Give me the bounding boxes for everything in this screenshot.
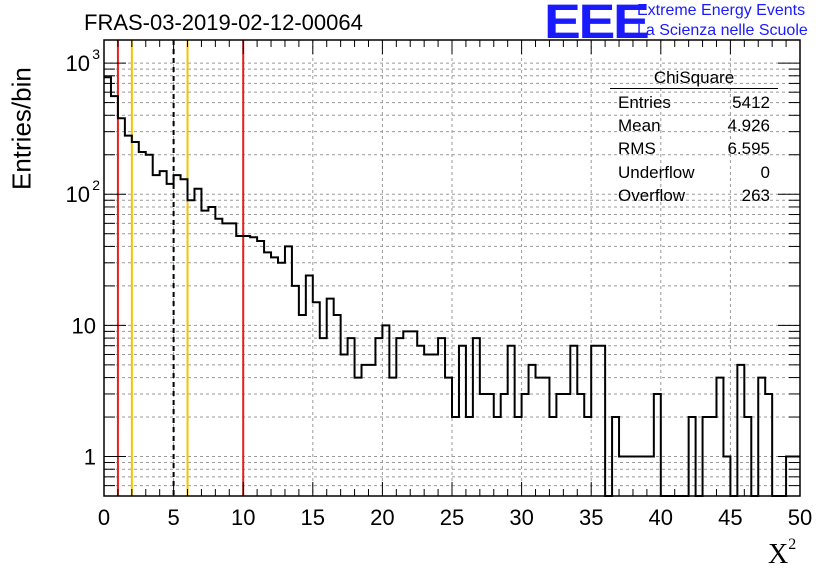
x-tick-label: 25 bbox=[440, 505, 464, 530]
stats-value: 5412 bbox=[732, 93, 770, 112]
marker-lines bbox=[116, 40, 245, 496]
stats-label: Underflow bbox=[618, 162, 695, 182]
stats-label: RMS bbox=[618, 139, 656, 159]
x-tick-label: 20 bbox=[370, 505, 394, 530]
stats-label: Mean bbox=[618, 116, 661, 136]
x-axis-label-base: X bbox=[768, 539, 789, 570]
y-tick-label: 1 bbox=[84, 445, 96, 470]
stats-value: 4.926 bbox=[727, 116, 770, 136]
x-axis-label-exponent: 2 bbox=[788, 536, 797, 553]
x-tick-label: 15 bbox=[301, 505, 325, 530]
logo-line-2: La Scienza nelle Scuole bbox=[637, 22, 808, 39]
x-tick-label: 35 bbox=[579, 505, 603, 530]
y-axis-label: Entries/bin bbox=[6, 67, 37, 190]
y-tick-label: 10 bbox=[66, 182, 90, 207]
x-tick-label: 0 bbox=[98, 505, 110, 530]
stats-value: 263 bbox=[741, 185, 770, 205]
stats-row-entries: Entries 5412 bbox=[610, 91, 778, 114]
x-tick-label: 50 bbox=[788, 505, 812, 530]
y-tick-exponent: 2 bbox=[92, 177, 100, 193]
stats-value: 0 bbox=[760, 162, 770, 182]
eee-logo: EEE bbox=[544, 0, 650, 49]
stats-box: ChiSquare Entries 5412 Mean 4.926 RMS 6.… bbox=[610, 66, 778, 207]
stats-label: Overflow bbox=[618, 185, 686, 205]
stats-row-overflow: Overflow 263 bbox=[610, 184, 778, 207]
stats-value: 6.595 bbox=[727, 139, 770, 159]
x-tick-label: 30 bbox=[509, 505, 533, 530]
stats-box-divider bbox=[610, 88, 778, 89]
tick-marks bbox=[103, 40, 801, 497]
x-axis-label: X2 bbox=[768, 536, 796, 571]
x-tick-label: 45 bbox=[718, 505, 742, 530]
y-tick-label: 10 bbox=[66, 51, 90, 76]
stats-label: Entries bbox=[618, 93, 671, 112]
logo-line-1: Extreme Energy Events bbox=[637, 2, 806, 19]
x-tick-label: 5 bbox=[167, 505, 179, 530]
plot-title: FRAS-03-2019-02-12-00064 bbox=[84, 10, 363, 35]
stats-row-underflow: Underflow 0 bbox=[610, 161, 778, 184]
x-tick-label: 40 bbox=[649, 505, 673, 530]
y-tick-label: 10 bbox=[72, 313, 96, 338]
y-tick-exponent: 3 bbox=[92, 46, 100, 62]
stats-box-title: ChiSquare bbox=[653, 68, 735, 87]
stats-row-mean: Mean 4.926 bbox=[610, 114, 778, 137]
x-tick-label: 10 bbox=[231, 505, 255, 530]
stats-row-rms: RMS 6.595 bbox=[610, 137, 778, 160]
